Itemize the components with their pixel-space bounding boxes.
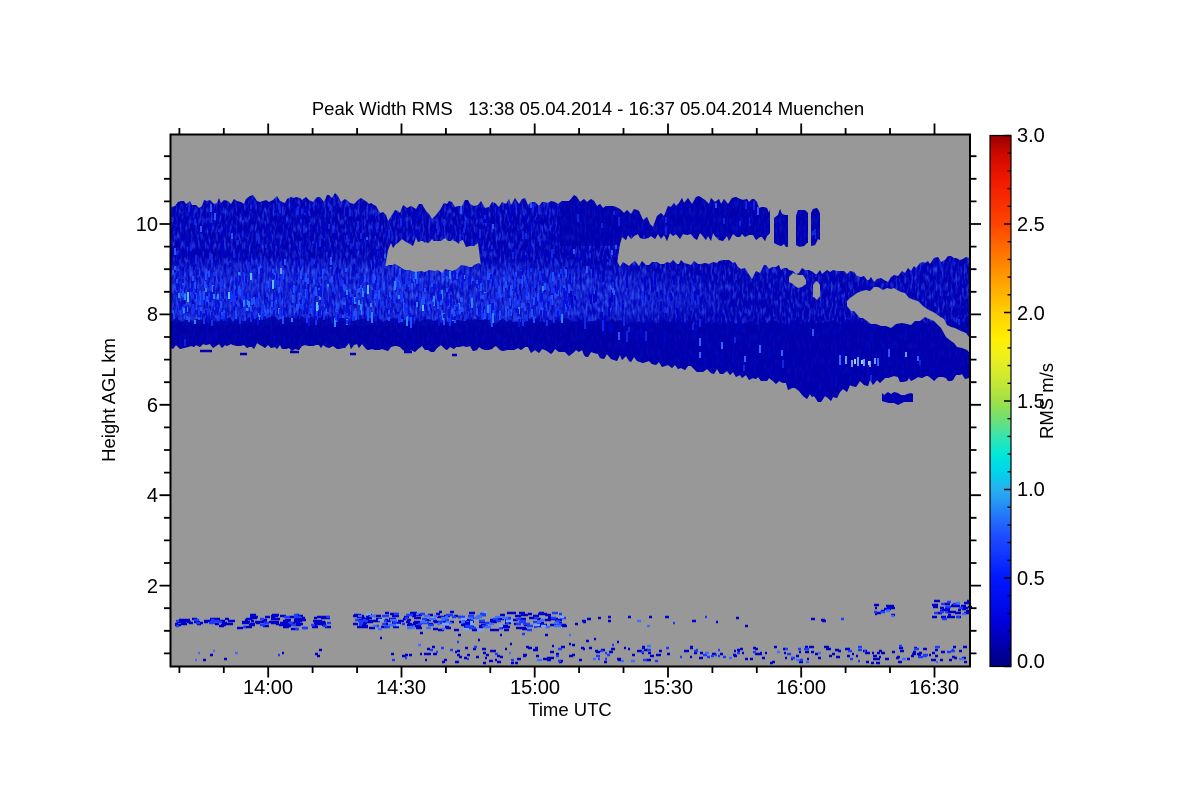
svg-text:2: 2	[147, 576, 158, 598]
svg-text:2.5: 2.5	[1017, 214, 1045, 236]
svg-text:8: 8	[147, 304, 158, 326]
svg-text:2.0: 2.0	[1017, 303, 1045, 325]
svg-text:RMS m/s: RMS m/s	[1036, 363, 1057, 439]
svg-text:0.5: 0.5	[1017, 568, 1045, 590]
svg-text:16:30: 16:30	[909, 677, 959, 699]
svg-text:0.0: 0.0	[1017, 651, 1045, 673]
svg-text:1.5: 1.5	[1017, 391, 1045, 413]
svg-text:14:30: 14:30	[376, 677, 426, 699]
svg-text:16:00: 16:00	[776, 677, 826, 699]
svg-text:Peak Width RMS 13:38 05.04.2: Peak Width RMS 13:38 05.04.2014 - 16:37 …	[312, 98, 864, 119]
svg-text:4: 4	[147, 485, 158, 507]
svg-text:10: 10	[136, 214, 158, 236]
svg-text:15:30: 15:30	[643, 677, 693, 699]
svg-text:3.0: 3.0	[1017, 125, 1045, 147]
svg-text:14:00: 14:00	[243, 677, 293, 699]
svg-text:1.0: 1.0	[1017, 479, 1045, 501]
svg-text:6: 6	[147, 395, 158, 417]
svg-text:Time UTC: Time UTC	[528, 699, 612, 720]
svg-text:Height AGL km: Height AGL km	[98, 338, 119, 462]
svg-text:15:00: 15:00	[510, 677, 560, 699]
